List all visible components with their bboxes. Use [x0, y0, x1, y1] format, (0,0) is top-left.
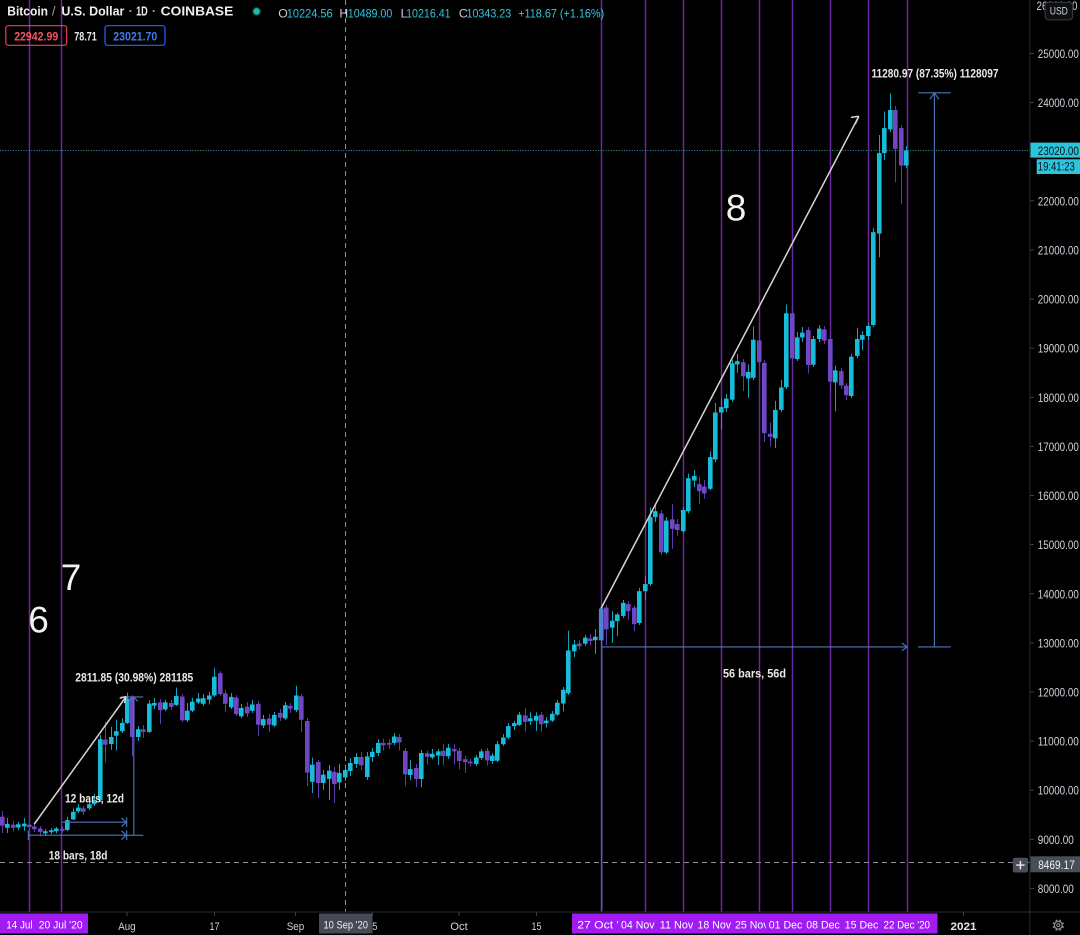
svg-text:15: 15 — [532, 921, 542, 933]
svg-text:20 Jul '20: 20 Jul '20 — [39, 919, 83, 931]
svg-text:22 Dec '20: 22 Dec '20 — [884, 919, 931, 931]
svg-text:14 Jul: 14 Jul — [6, 919, 32, 931]
svg-text:17: 17 — [210, 921, 220, 933]
svg-text:·: · — [129, 4, 133, 19]
svg-text:25000.00: 25000.00 — [1038, 47, 1079, 61]
svg-text:16000.00: 16000.00 — [1038, 489, 1079, 503]
svg-text:18000.00: 18000.00 — [1038, 391, 1079, 405]
svg-text:10489.00: 10489.00 — [348, 6, 393, 20]
svg-text:7: 7 — [61, 557, 82, 598]
svg-text:U.S. Dollar: U.S. Dollar — [61, 4, 124, 19]
svg-text:2811.85 (30.98%) 281185: 2811.85 (30.98%) 281185 — [75, 673, 194, 685]
svg-text:14000.00: 14000.00 — [1038, 587, 1079, 601]
svg-text:17000.00: 17000.00 — [1038, 440, 1079, 454]
svg-text:10224.56: 10224.56 — [287, 6, 333, 20]
svg-text:9000.00: 9000.00 — [1038, 833, 1074, 847]
svg-text:H: H — [339, 6, 348, 20]
svg-text:04 Nov: 04 Nov — [621, 919, 655, 931]
svg-text:8000.00: 8000.00 — [1038, 882, 1074, 896]
svg-text:10343.23: 10343.23 — [467, 6, 512, 20]
svg-text:12 bars, 12d: 12 bars, 12d — [65, 794, 124, 806]
svg-text:01 Dec: 01 Dec — [769, 919, 803, 931]
svg-text:·: · — [152, 4, 156, 19]
svg-text:08 Dec: 08 Dec — [806, 919, 840, 931]
svg-text:Sep: Sep — [287, 921, 305, 933]
svg-text:24000.00: 24000.00 — [1038, 96, 1079, 110]
svg-text:18 bars, 18d: 18 bars, 18d — [49, 851, 108, 863]
svg-text:21000.00: 21000.00 — [1038, 243, 1079, 257]
svg-text:15 Dec: 15 Dec — [845, 919, 879, 931]
svg-text:COINBASE: COINBASE — [161, 4, 234, 19]
svg-text:2021: 2021 — [951, 921, 977, 933]
svg-text:22000.00: 22000.00 — [1038, 194, 1079, 208]
svg-text:Aug: Aug — [118, 921, 135, 933]
svg-text:78.71: 78.71 — [74, 30, 97, 44]
svg-text:18 Nov: 18 Nov — [698, 919, 732, 931]
svg-text:56 bars, 56d: 56 bars, 56d — [723, 669, 786, 681]
svg-text:8: 8 — [726, 188, 747, 229]
svg-text:10000.00: 10000.00 — [1038, 784, 1079, 798]
svg-text:10 Sep '20: 10 Sep '20 — [323, 919, 368, 931]
svg-text:11280.97 (87.35%) 1128097: 11280.97 (87.35%) 1128097 — [872, 69, 999, 81]
svg-text:L: L — [401, 6, 408, 20]
svg-text:C: C — [459, 6, 468, 20]
svg-text:25 Nov: 25 Nov — [735, 919, 769, 931]
svg-text:13000.00: 13000.00 — [1038, 636, 1079, 650]
svg-text:20000.00: 20000.00 — [1038, 293, 1079, 307]
svg-text:8469.17: 8469.17 — [1038, 858, 1075, 872]
svg-text:23021.70: 23021.70 — [113, 30, 157, 44]
svg-text:USD: USD — [1050, 6, 1068, 18]
svg-text:19000.00: 19000.00 — [1038, 342, 1079, 356]
svg-text:12000.00: 12000.00 — [1038, 685, 1079, 699]
svg-text:11000.00: 11000.00 — [1038, 735, 1079, 749]
svg-text:O: O — [278, 6, 287, 20]
svg-text:Bitcoin: Bitcoin — [7, 4, 48, 19]
svg-text:15000.00: 15000.00 — [1038, 538, 1079, 552]
svg-text:/: / — [52, 4, 56, 19]
svg-text:22942.99: 22942.99 — [14, 30, 58, 44]
svg-text:23020.00: 23020.00 — [1038, 144, 1079, 158]
svg-text:6: 6 — [28, 599, 49, 640]
svg-text:10216.41: 10216.41 — [406, 6, 451, 20]
svg-text:11 Nov: 11 Nov — [660, 919, 694, 931]
svg-text:Oct: Oct — [450, 921, 468, 933]
svg-text:1D: 1D — [136, 4, 148, 19]
svg-text:+118.67 (+1.16%): +118.67 (+1.16%) — [518, 6, 604, 20]
svg-text:19:41:23: 19:41:23 — [1038, 159, 1075, 173]
